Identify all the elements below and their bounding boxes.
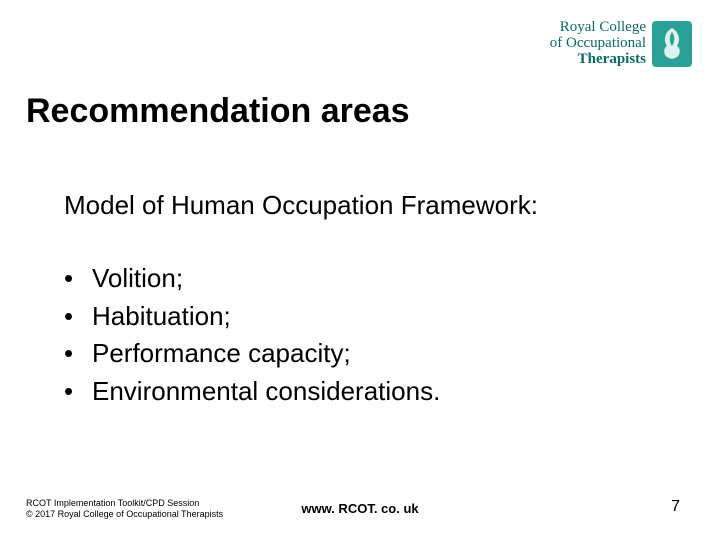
bullet-icon: • [64,260,92,298]
page-number: 7 [671,498,680,516]
logo-line-2: of Occupational [550,36,646,52]
bullet-icon: • [64,373,92,411]
logo-mark-icon [652,21,692,67]
slide-title: Recommendation areas [26,92,410,131]
list-item: • Environmental considerations. [64,373,440,411]
list-item: • Volition; [64,260,440,298]
list-item-text: Performance capacity; [92,335,351,373]
list-item-text: Volition; [92,260,183,298]
bullet-list: • Volition; • Habituation; • Performance… [64,260,440,411]
footer-url: www. RCOT. co. uk [0,501,720,516]
list-item: • Performance capacity; [64,335,440,373]
slide-subtitle: Model of Human Occupation Framework: [64,190,538,221]
list-item-text: Environmental considerations. [92,373,440,411]
bullet-icon: • [64,335,92,373]
bullet-icon: • [64,298,92,336]
logo-line-3: Therapists [550,52,646,68]
list-item-text: Habituation; [92,298,231,336]
logo-text: Royal College of Occupational Therapists [550,20,646,67]
slide: Royal College of Occupational Therapists… [0,0,720,540]
logo-line-1: Royal College [550,20,646,36]
list-item: • Habituation; [64,298,440,336]
org-logo: Royal College of Occupational Therapists [550,20,692,67]
